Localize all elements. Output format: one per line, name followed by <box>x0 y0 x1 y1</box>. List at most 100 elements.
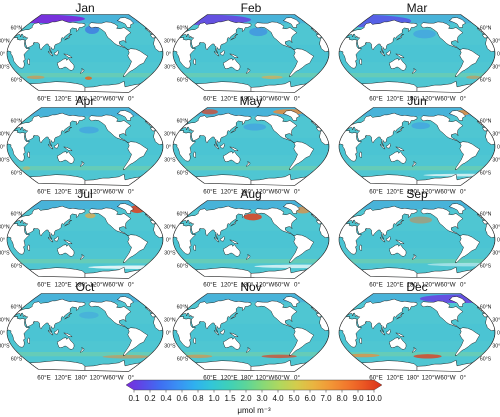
concentration-patch <box>466 75 481 80</box>
africa-landmass <box>7 130 31 162</box>
longitude-label: 180° <box>75 282 88 289</box>
concentration-band <box>339 44 495 63</box>
concentration-patch <box>347 353 380 358</box>
concentration-patch <box>26 75 45 80</box>
australia-landmass <box>223 337 241 350</box>
latitude-label: 30°S <box>164 250 176 256</box>
africa-landmass <box>173 37 197 69</box>
borneo-landmass <box>219 50 225 56</box>
australia-landmass <box>57 58 75 71</box>
north-america-landmass <box>88 207 132 237</box>
australia-landmass <box>389 151 407 164</box>
eurasia-landmass <box>13 205 86 240</box>
south-america-landmass <box>122 48 149 78</box>
borneo-landmass <box>219 236 225 242</box>
new-guinea-landmass <box>63 53 73 59</box>
greenland-landmass <box>116 110 134 121</box>
month-title: Jan <box>75 1 95 15</box>
concentration-patch <box>243 213 262 221</box>
latitude-label: 60°S <box>11 170 23 176</box>
japan-landmass <box>64 312 73 320</box>
japan-landmass <box>64 219 73 227</box>
latitude-label: 60°N <box>177 118 189 124</box>
longitude-label: 120°E <box>55 375 72 382</box>
longitude-label: 60°W <box>440 375 455 382</box>
longitude-label: 0° <box>460 96 466 103</box>
map-panel-jun: Jun60°N30°N0°30°S60°S60°E120°E180°120°W6… <box>336 94 500 196</box>
greenland-landmass <box>282 203 300 214</box>
map-outline <box>6 293 164 372</box>
north-america-landmass <box>420 207 464 237</box>
latitude-label: 60°S <box>11 263 23 269</box>
concentration-band <box>339 323 495 342</box>
longitude-label: 0° <box>460 375 466 382</box>
colorbar-tick-label: 0.2 <box>144 394 156 403</box>
new-zealand-landmass <box>79 346 85 353</box>
new-guinea-landmass <box>395 146 405 152</box>
map-outline <box>6 107 164 186</box>
borneo-landmass <box>385 143 391 149</box>
concentration-band <box>339 259 495 264</box>
month-title: Jun <box>407 94 427 108</box>
madagascar-landmass <box>193 337 196 344</box>
map-panel-aug: Aug 60°N 30°N 0° 30°S 60°S 60°E 120°E 180° 120°W 6… <box>164 187 332 289</box>
latitude-label: 60°S <box>177 170 189 176</box>
latitude-label: 30°S <box>492 64 500 70</box>
eurasia-landmass <box>179 298 252 333</box>
africa-landmass <box>173 316 197 348</box>
latitude-label: 60°N <box>11 211 23 217</box>
colorbar-tick-label: 4.0 <box>272 394 284 403</box>
latitude-label: 30°N <box>164 38 176 44</box>
australia-landmass <box>57 151 75 164</box>
longitude-label: 0° <box>294 282 300 289</box>
latitude-label: 30°S <box>0 250 10 256</box>
australia-landmass <box>223 244 241 257</box>
longitude-label: 120°W <box>256 96 275 103</box>
new-zealand-landmass <box>79 67 85 74</box>
longitude-label: 180° <box>407 189 420 196</box>
concentration-band <box>339 73 495 78</box>
sumatra-landmass <box>47 51 54 57</box>
concentration-band <box>173 293 329 303</box>
latitude-label: 60°N <box>177 304 189 310</box>
longitude-label: 120°E <box>221 282 238 289</box>
north-america-landmass <box>254 300 298 330</box>
month-title: May <box>239 94 263 108</box>
longitude-label: 60°E <box>203 282 216 289</box>
longitude-label: 120°W <box>256 189 275 196</box>
longitude-label: 0° <box>460 189 466 196</box>
concentration-band <box>7 107 163 117</box>
borneo-landmass <box>53 143 59 149</box>
concentration-band <box>173 352 329 357</box>
latitude-label: 0° <box>0 51 5 57</box>
concentration-band <box>7 323 163 342</box>
longitude-label: 60°E <box>37 282 50 289</box>
south-america-landmass <box>122 234 149 264</box>
longitude-label: 120°W <box>90 189 109 196</box>
japan-landmass <box>230 126 239 134</box>
africa-landmass <box>339 223 363 255</box>
map-outline <box>172 14 330 93</box>
world-map: 60°N 30°N 0° 30°S 60°S 60°E 120°E180°120°W60°W… <box>338 14 500 103</box>
south-america-landmass <box>122 141 149 171</box>
eurasia-landmass <box>179 19 252 54</box>
south-america-landmass <box>454 327 481 357</box>
new-zealand-landmass <box>79 160 85 167</box>
map-outline <box>172 107 330 186</box>
eurasia-landmass <box>179 205 252 240</box>
longitude-label: 120°E <box>55 96 72 103</box>
colorbar-tick-label: 3.0 <box>256 394 268 403</box>
concentration-patch <box>85 213 96 219</box>
map-outline <box>338 200 496 279</box>
longitude-label: 120°E <box>387 375 404 382</box>
latitude-label: 60°S <box>480 356 492 362</box>
longitude-label: 180° <box>75 375 88 382</box>
latitude-label: 30°S <box>492 343 500 349</box>
new-guinea-landmass <box>63 239 73 245</box>
latitude-label: 30°S <box>164 64 176 70</box>
concentration-patch <box>261 354 297 359</box>
longitude-label: 180° <box>75 96 88 103</box>
longitude-label: 180° <box>241 189 254 196</box>
latitude-label: 60°N <box>480 211 492 217</box>
longitude-label: 120°E <box>221 189 238 196</box>
